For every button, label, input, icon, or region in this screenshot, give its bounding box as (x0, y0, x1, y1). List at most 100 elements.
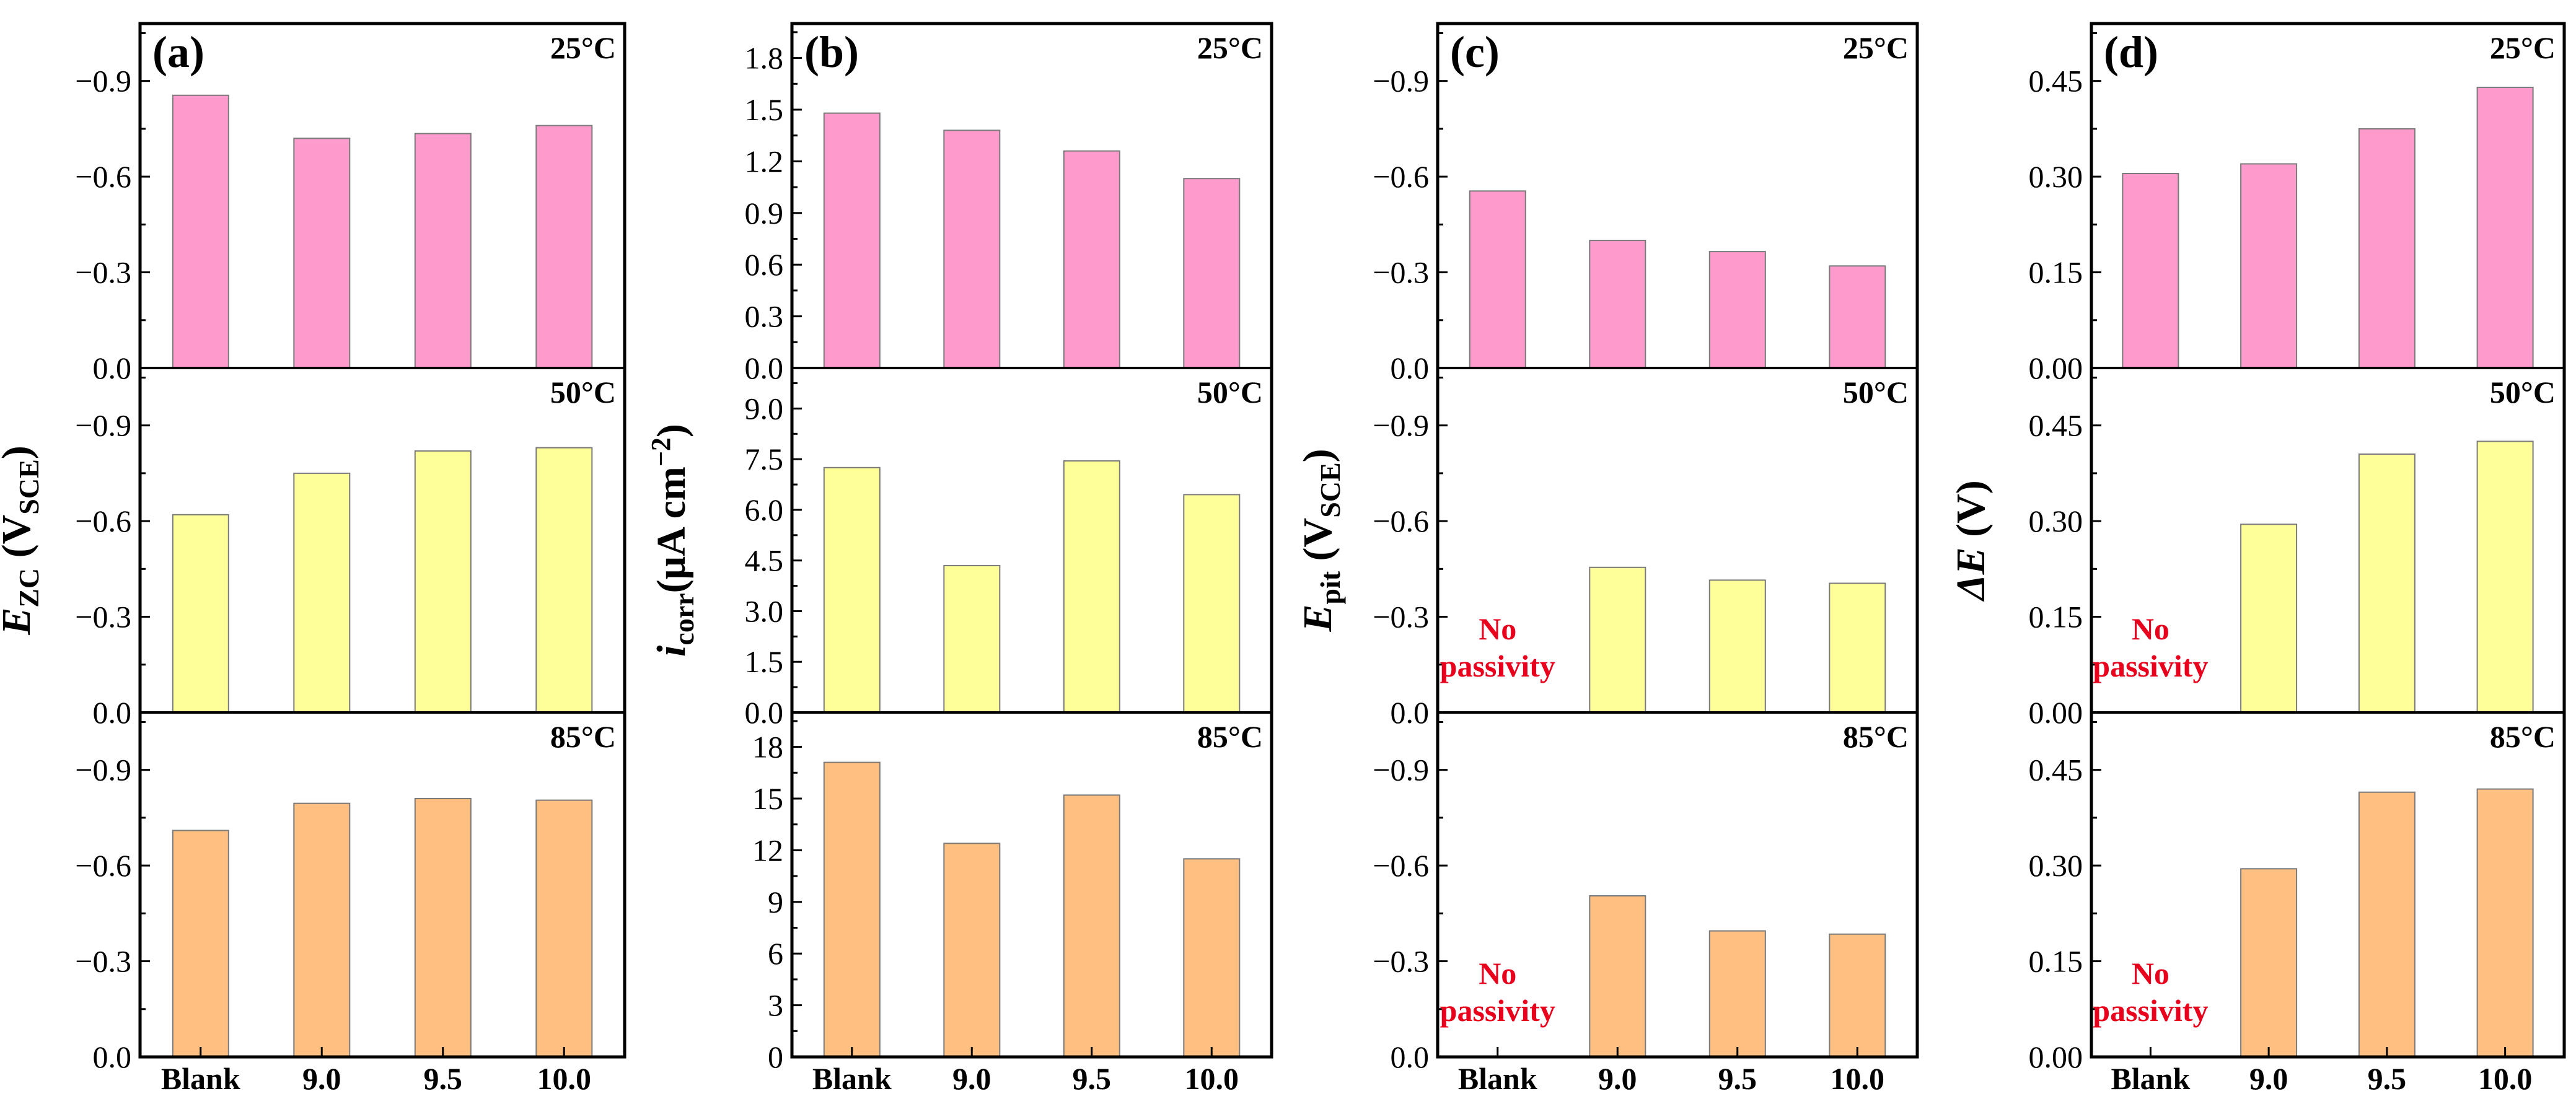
y-tick-label: 0.0 (1391, 351, 1430, 385)
temperature-label: 25°C (1197, 30, 1263, 65)
y-title-tail: (V) (1948, 480, 1994, 547)
panel-a-row-2: 0.0 −0.3 −0.6 −0.9 50°C (75, 367, 625, 730)
x-tick-label: Blank (812, 1061, 892, 1096)
x-tick-label: 10.0 (1831, 1061, 1885, 1096)
y-tick-label: 0.30 (2029, 159, 2083, 194)
y-tick-label: −0.3 (1373, 944, 1429, 979)
y-tick-label: 0.00 (2029, 695, 2083, 730)
temperature-label: 25°C (1843, 30, 1909, 65)
y-tick-label: −0.6 (75, 504, 131, 538)
bar-b-50C-9.5 (1063, 460, 1120, 714)
bar-b-85C-Blank (823, 761, 881, 1058)
y-tick-label: 1.8 (745, 41, 784, 76)
x-tick-label: Blank (1458, 1061, 1537, 1096)
x-tick-label: 9.5 (1718, 1061, 1757, 1096)
bar-b-50C-Blank (823, 467, 881, 713)
y-tick-label: −0.3 (75, 600, 131, 634)
y-tick-label: −0.9 (1373, 753, 1429, 787)
bar-a-85C-9.0 (293, 802, 351, 1058)
bar-b-25C-9.0 (943, 129, 1001, 369)
panel-frame (790, 22, 1273, 1059)
y-tick-label: 0.0 (93, 1040, 132, 1074)
temperature-label: 50°C (2490, 375, 2556, 410)
y-tick-label: −0.6 (1373, 159, 1429, 194)
panel-label: (a) (152, 27, 204, 77)
y-tick-label: 0.30 (2029, 848, 2083, 883)
panel-d-row-1: 0.00 0.15 0.30 0.45 25°C (2029, 30, 2556, 385)
temperature-label: 85°C (1197, 719, 1263, 754)
y-tick-label: 0.15 (2029, 600, 2083, 634)
temperature-label: 85°C (550, 719, 616, 754)
x-tick-label: 10.0 (537, 1061, 592, 1096)
panel-frame (138, 22, 626, 1059)
panel-a-row-1: 0.0 −0.3 −0.6 −0.9 25°C (75, 30, 616, 385)
y-tick-label: 3.0 (745, 594, 784, 628)
bar-c-85C-10.0 (1829, 933, 1886, 1058)
y-tick-label: −0.3 (1373, 255, 1429, 290)
y-tick-label: −0.6 (1373, 504, 1429, 538)
y-title-end: ) (649, 424, 694, 437)
y-tick-label: −0.6 (1373, 848, 1429, 883)
y-axis-title: Epit (VSCE) (1295, 449, 1346, 632)
y-tick-label: 1.5 (745, 92, 784, 127)
y-tick-label: 0 (768, 1040, 783, 1074)
bar-b-85C-10.0 (1183, 858, 1241, 1058)
y-tick-label: −0.6 (75, 159, 131, 194)
bar-b-50C-10.0 (1183, 494, 1241, 714)
y-tick-label: 0.0 (745, 695, 784, 730)
y-title-sub: corr (668, 593, 700, 645)
bar-a-50C-9.5 (414, 450, 472, 714)
bar-d-25C-10.0 (2476, 87, 2534, 369)
y-tick-label: −0.9 (1373, 64, 1429, 99)
y-tick-label: 1.2 (745, 144, 784, 178)
y-tick-label: 6.0 (745, 493, 784, 527)
y-title-tail: (V (1295, 518, 1340, 571)
x-tick-label: 9.0 (1598, 1061, 1637, 1096)
y-tick-label: 18 (752, 730, 783, 764)
x-tick-label: 9.0 (952, 1061, 991, 1096)
panel-label: (b) (804, 27, 859, 77)
bar-d-85C-10.0 (2476, 788, 2534, 1058)
x-tick-label: 9.5 (424, 1061, 463, 1096)
bar-b-25C-Blank (823, 112, 881, 369)
temperature-label: 50°C (550, 375, 616, 410)
bar-a-25C-9.0 (293, 138, 351, 369)
panel-a: 0.0−0.3−0.6−0.925°C0.0−0.3−0.6−0.950°C0.… (0, 22, 626, 1096)
y-tick-label: −0.9 (75, 64, 131, 99)
y-tick-label: 0.00 (2029, 1040, 2083, 1074)
no-passivity-label: passivity (2093, 649, 2208, 683)
bar-b-25C-10.0 (1183, 178, 1241, 369)
y-title-sub2: SCE (1314, 462, 1346, 517)
temperature-label: 85°C (1843, 719, 1909, 754)
no-passivity-label: No (2132, 956, 2169, 991)
bar-d-25C-9.0 (2240, 163, 2298, 369)
bar-a-50C-10.0 (535, 447, 593, 713)
bar-c-25C-9.5 (1708, 251, 1766, 369)
x-tick-label: Blank (2111, 1061, 2190, 1096)
y-title-sup: −2 (646, 437, 676, 467)
y-tick-label: 0.00 (2029, 351, 2083, 385)
panel-b-row-1: 0.0 0.3 0.6 0.9 1.2 1.5 1.8 25°C (745, 30, 1264, 385)
bar-a-25C-9.5 (414, 133, 472, 369)
temperature-label: 85°C (2490, 719, 2556, 754)
y-axis-title: EZC (VSCE) (0, 445, 45, 636)
y-tick-label: 12 (752, 833, 783, 867)
x-tick-label: 10.0 (1185, 1061, 1239, 1096)
y-tick-label: 0.0 (1391, 1040, 1430, 1074)
bar-b-25C-9.5 (1063, 150, 1120, 369)
x-tick-label: 9.0 (2249, 1061, 2288, 1096)
bar-a-50C-9.0 (293, 472, 351, 714)
y-tick-label: −0.9 (1373, 408, 1429, 443)
no-passivity-label: No (1479, 611, 1516, 646)
bar-c-25C-Blank (1469, 190, 1526, 369)
y-tick-label: 0.3 (745, 299, 784, 334)
y-tick-label: 0.45 (2029, 408, 2083, 443)
x-tick-label: 9.0 (302, 1061, 341, 1096)
bar-c-50C-10.0 (1829, 582, 1886, 713)
bar-d-25C-9.5 (2358, 128, 2416, 369)
panel-label: (d) (2104, 27, 2158, 77)
bar-d-85C-9.0 (2240, 868, 2298, 1058)
